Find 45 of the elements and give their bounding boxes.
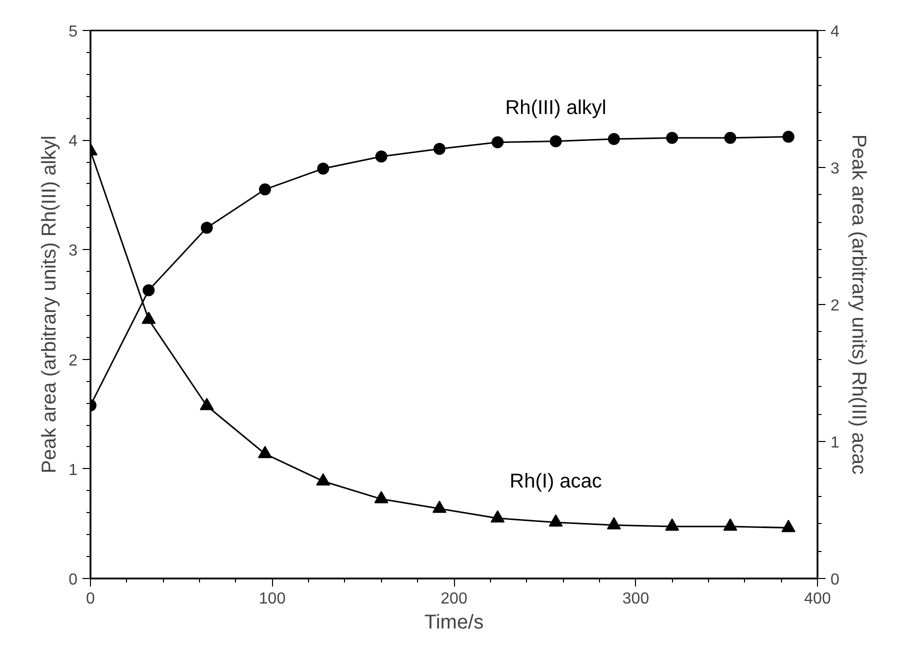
point xyxy=(258,183,271,196)
point xyxy=(258,446,272,458)
point xyxy=(606,517,621,530)
point xyxy=(142,312,156,324)
point xyxy=(492,136,504,148)
y2-tick-label: 2 xyxy=(830,298,840,314)
y-tick-label: 2 xyxy=(68,352,78,370)
y-tick-label: 3 xyxy=(68,242,78,260)
point xyxy=(781,520,796,532)
x-tick-label: 400 xyxy=(804,590,831,608)
x-axis-title: Time/s xyxy=(424,612,484,634)
point xyxy=(374,491,388,504)
point xyxy=(782,130,794,143)
point xyxy=(433,142,446,155)
x-tick-label: 300 xyxy=(622,590,650,608)
series-label: Rh(I) acac xyxy=(510,470,602,492)
point xyxy=(723,518,738,531)
point xyxy=(375,150,388,163)
point xyxy=(666,132,678,144)
point xyxy=(200,398,214,410)
y2-tick-label: 0 xyxy=(830,572,840,588)
x-tick-label: 0 xyxy=(86,590,96,608)
x-tick-label: 200 xyxy=(440,590,468,608)
y2-axis-title: Peak area (arbitrary units) Rh(III) acac xyxy=(847,134,870,475)
point xyxy=(316,473,330,486)
y2-tick-label: 4 xyxy=(830,24,840,40)
point xyxy=(608,133,620,145)
y-axis-title: Peak area (arbitrary units) Rh(III) alkyl xyxy=(38,136,61,474)
point xyxy=(724,132,736,144)
point xyxy=(432,500,446,513)
point xyxy=(665,518,680,531)
y2-tick-label: 3 xyxy=(830,160,840,178)
point xyxy=(490,510,505,522)
point xyxy=(550,135,562,148)
series-label: Rh(III) alkyl xyxy=(505,97,606,120)
y-tick-label: 1 xyxy=(68,462,78,479)
point xyxy=(142,284,155,296)
y2-tick-label: 1 xyxy=(830,434,840,452)
y-tick-label: 5 xyxy=(68,24,78,40)
y-tick-label: 0 xyxy=(68,572,78,588)
y-tick-label: 4 xyxy=(68,133,78,150)
x-tick-label: 100 xyxy=(258,590,286,608)
point xyxy=(548,514,563,527)
point xyxy=(317,162,330,175)
point xyxy=(200,222,213,234)
